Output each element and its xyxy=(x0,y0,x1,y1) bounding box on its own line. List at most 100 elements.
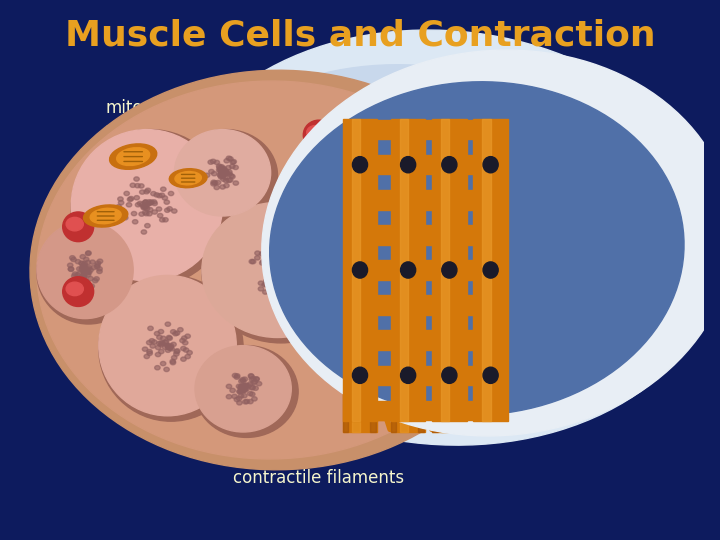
Circle shape xyxy=(220,185,225,189)
Bar xyxy=(426,161,432,168)
Bar xyxy=(432,108,438,432)
Circle shape xyxy=(276,261,282,265)
Ellipse shape xyxy=(469,195,608,235)
Circle shape xyxy=(242,377,248,381)
Circle shape xyxy=(141,206,147,210)
Circle shape xyxy=(220,171,225,175)
Circle shape xyxy=(270,276,276,281)
Circle shape xyxy=(79,261,85,266)
Circle shape xyxy=(268,276,274,281)
Circle shape xyxy=(281,289,286,293)
Circle shape xyxy=(186,350,192,355)
Circle shape xyxy=(231,159,236,164)
Circle shape xyxy=(158,342,163,347)
Bar xyxy=(377,407,391,414)
Circle shape xyxy=(174,349,179,354)
Circle shape xyxy=(169,347,174,351)
Circle shape xyxy=(96,267,102,271)
Ellipse shape xyxy=(501,238,618,272)
Circle shape xyxy=(240,389,246,393)
Circle shape xyxy=(154,332,160,336)
Bar xyxy=(426,155,432,174)
Circle shape xyxy=(144,190,149,194)
Ellipse shape xyxy=(431,160,468,206)
Circle shape xyxy=(148,201,153,205)
Circle shape xyxy=(246,383,251,388)
Bar xyxy=(432,108,467,432)
Circle shape xyxy=(160,341,166,346)
Ellipse shape xyxy=(501,245,618,278)
Circle shape xyxy=(128,197,134,201)
Circle shape xyxy=(147,351,153,355)
Circle shape xyxy=(238,389,244,393)
Text: contractile filaments: contractile filaments xyxy=(233,469,405,487)
Circle shape xyxy=(222,168,227,172)
Bar xyxy=(377,401,391,420)
Circle shape xyxy=(286,258,292,262)
FancyArrowPatch shape xyxy=(378,251,390,289)
Circle shape xyxy=(211,180,217,184)
Ellipse shape xyxy=(521,294,626,324)
Bar xyxy=(441,119,449,421)
Ellipse shape xyxy=(171,65,660,421)
Bar xyxy=(391,108,426,432)
Circle shape xyxy=(230,388,235,393)
Circle shape xyxy=(156,346,161,350)
Circle shape xyxy=(163,218,168,222)
Bar xyxy=(459,108,465,432)
Bar xyxy=(391,119,426,421)
Bar xyxy=(377,190,391,210)
Circle shape xyxy=(255,256,260,260)
Ellipse shape xyxy=(469,168,608,208)
Circle shape xyxy=(234,397,240,402)
Ellipse shape xyxy=(174,130,271,216)
Circle shape xyxy=(84,257,89,261)
Circle shape xyxy=(166,348,171,353)
Circle shape xyxy=(94,265,100,269)
Circle shape xyxy=(97,259,103,264)
Ellipse shape xyxy=(352,133,374,159)
Bar xyxy=(426,225,432,245)
Circle shape xyxy=(223,171,228,176)
Circle shape xyxy=(161,187,166,191)
Circle shape xyxy=(146,340,152,345)
Ellipse shape xyxy=(461,173,617,237)
Ellipse shape xyxy=(430,106,593,153)
Circle shape xyxy=(265,280,271,284)
Ellipse shape xyxy=(483,157,498,173)
Circle shape xyxy=(143,200,148,205)
Circle shape xyxy=(143,200,148,204)
Bar xyxy=(377,225,391,245)
Bar xyxy=(482,119,490,421)
Ellipse shape xyxy=(163,30,720,445)
Circle shape xyxy=(240,388,245,392)
Circle shape xyxy=(82,267,88,272)
Ellipse shape xyxy=(262,50,720,436)
Circle shape xyxy=(162,345,168,349)
Ellipse shape xyxy=(348,128,386,174)
Circle shape xyxy=(94,276,99,281)
Circle shape xyxy=(208,160,213,164)
Circle shape xyxy=(254,377,259,381)
Ellipse shape xyxy=(66,282,84,295)
Circle shape xyxy=(283,287,288,292)
Circle shape xyxy=(244,400,250,404)
Ellipse shape xyxy=(195,346,292,432)
Bar xyxy=(426,197,432,203)
Ellipse shape xyxy=(435,165,457,191)
Circle shape xyxy=(269,289,274,294)
Circle shape xyxy=(140,205,146,209)
Circle shape xyxy=(286,252,291,256)
Circle shape xyxy=(256,382,262,386)
Bar xyxy=(343,108,377,432)
Circle shape xyxy=(228,174,234,178)
Circle shape xyxy=(71,274,77,278)
Circle shape xyxy=(282,275,287,280)
Ellipse shape xyxy=(174,130,277,221)
Circle shape xyxy=(184,348,189,352)
Circle shape xyxy=(238,379,244,383)
FancyArrowPatch shape xyxy=(378,392,390,429)
Circle shape xyxy=(143,205,148,210)
FancyArrowPatch shape xyxy=(378,181,390,219)
Circle shape xyxy=(276,256,282,260)
